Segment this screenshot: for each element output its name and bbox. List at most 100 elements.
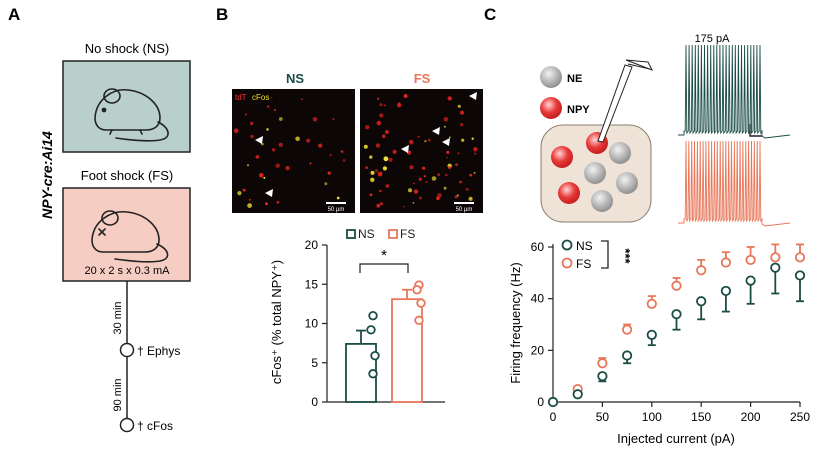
cell-spot xyxy=(431,176,437,181)
cell-spot xyxy=(370,177,375,182)
bar-chart-ylabel: cFos⁺ (% total NPY⁺) xyxy=(269,260,284,384)
cell-spot xyxy=(376,97,380,101)
line-chart-xlabel: Injected current (pA) xyxy=(617,431,735,446)
data-point xyxy=(416,298,426,308)
cell-spot xyxy=(248,198,251,201)
cell-spot xyxy=(312,117,318,122)
cell-spot xyxy=(443,186,447,190)
cell-spot xyxy=(275,163,280,168)
cell-spot xyxy=(418,177,422,181)
cell-spot xyxy=(379,113,384,118)
legend-ns-label: NS xyxy=(576,239,593,253)
cell-spot xyxy=(412,202,415,204)
point-ns xyxy=(696,296,707,307)
channel-label-cfos: cFos xyxy=(252,93,269,102)
cell-spot xyxy=(301,98,303,100)
bar-chart-bars xyxy=(345,280,426,403)
cell-spot xyxy=(459,180,462,184)
line-x-tick-label: 200 xyxy=(741,410,761,424)
cell-spot xyxy=(329,154,332,157)
legend-ns-marker xyxy=(561,239,573,251)
cell-spot xyxy=(263,176,266,179)
cell-spot xyxy=(273,108,277,112)
legend-bracket xyxy=(601,240,609,269)
cell-spot xyxy=(377,171,383,177)
ephys-label: † Ephys xyxy=(137,344,180,358)
legend-fs-swatch xyxy=(388,229,398,239)
legend-ns-swatch xyxy=(346,229,356,239)
cell-spot xyxy=(469,173,473,177)
line-y-tick-label: 40 xyxy=(531,292,545,306)
cell-spot xyxy=(388,157,393,162)
cell-spot xyxy=(381,134,386,138)
cell-spot xyxy=(382,166,387,171)
channel-label-tdt: tdT xyxy=(235,93,247,102)
cell-spot xyxy=(443,125,446,128)
cell-spot xyxy=(444,173,448,177)
cfos-timepoint-marker xyxy=(119,417,135,433)
cell-spot xyxy=(465,187,469,191)
cell-spot xyxy=(247,203,253,209)
panel-a: A NPY-cre:Ai14 No shock (NS) Foot shock … xyxy=(8,5,191,433)
ne-cell xyxy=(616,172,638,194)
ns-box-title: No shock (NS) xyxy=(85,41,170,56)
legend-ns-label: NS xyxy=(358,227,375,241)
genotype-label: NPY-cre:Ai14 xyxy=(39,131,55,219)
micrograph-ns-title: NS xyxy=(286,71,304,86)
data-point xyxy=(368,369,378,379)
cell-spot xyxy=(408,188,412,193)
cell-spot xyxy=(383,104,386,107)
cell-spot xyxy=(385,184,390,188)
cell-spot xyxy=(259,173,264,178)
cell-spot xyxy=(363,144,368,149)
point-ns xyxy=(671,309,682,320)
cell-spot xyxy=(455,163,459,167)
cell-spot xyxy=(473,171,476,174)
cell-spot xyxy=(342,159,346,162)
cell-spot xyxy=(457,152,460,155)
cell-spot xyxy=(270,97,273,99)
recording-pipette-icon xyxy=(597,59,654,143)
cell-spot xyxy=(266,105,270,108)
cell-spot xyxy=(447,96,452,101)
legend-fs-marker xyxy=(561,257,573,269)
cell-spot xyxy=(276,200,280,204)
cell-spot xyxy=(309,162,312,165)
data-point xyxy=(366,325,376,335)
line-chart-points xyxy=(547,243,806,408)
line-x-tick-label: 100 xyxy=(642,410,662,424)
arrowhead-fs-4 xyxy=(401,145,409,153)
cfos-bar-chart: cFos⁺ (% total NPY⁺) 0 5 10 15 20 NS FS * xyxy=(269,227,445,409)
arrowhead-fs-2 xyxy=(432,127,440,135)
cell-spot xyxy=(247,164,249,167)
cell-spot xyxy=(419,196,422,200)
bar-chart-y-ticks: 0 5 10 15 20 xyxy=(305,238,327,409)
cell-spot xyxy=(473,147,478,152)
line-y-tick-label: 0 xyxy=(537,395,544,409)
line-y-tick-label: 20 xyxy=(531,343,545,357)
bar-y-tick-label: 5 xyxy=(311,356,318,370)
mouse-icon-ns xyxy=(94,88,169,142)
point-ns xyxy=(720,285,732,297)
line-x-tick-label: 50 xyxy=(596,410,610,424)
cell-spot xyxy=(255,155,260,159)
panel-c-letter: C xyxy=(484,5,496,24)
legend-fs-label: FS xyxy=(400,227,415,241)
ne-cell xyxy=(584,162,606,184)
cell-spot xyxy=(460,110,465,115)
micrograph-fs xyxy=(360,89,483,213)
point-ns xyxy=(646,329,657,340)
cell-spot xyxy=(468,196,473,201)
cell-spot xyxy=(369,155,373,159)
point-ns xyxy=(572,389,583,400)
arrowhead-ns-1 xyxy=(255,136,263,144)
bar-y-tick-label: 15 xyxy=(305,277,319,291)
point-fs xyxy=(671,280,682,291)
cell-spot xyxy=(327,171,331,175)
trace-scale-bar xyxy=(749,124,762,137)
cell-spot xyxy=(409,165,414,170)
npy-cell-legend-icon xyxy=(540,97,562,119)
panel-b: B NS FS tdT cFos 50 µm 50 µm cFos⁺ (% to… xyxy=(216,5,483,409)
fs-box-title: Foot shock (FS) xyxy=(81,168,173,183)
legend-fs-label: FS xyxy=(576,257,591,271)
